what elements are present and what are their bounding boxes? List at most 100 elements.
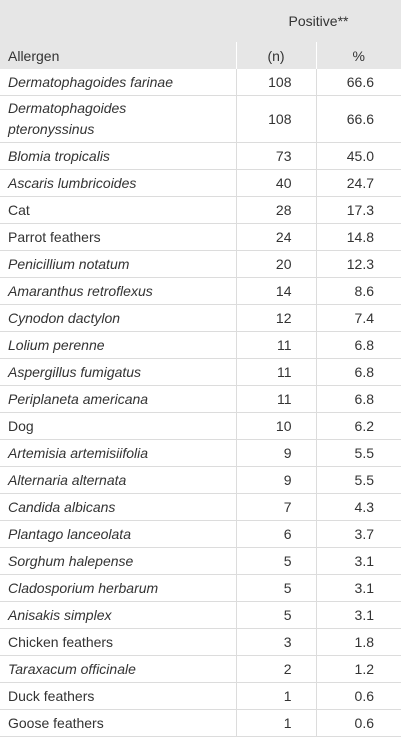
positive-group-header: Positive** [288, 12, 349, 29]
positive-percent-cell: 45.0 [315, 142, 401, 170]
positive-count-cell: 11 [235, 385, 316, 413]
n-column-header: (n) [235, 41, 316, 69]
positive-count-cell: 24 [235, 223, 316, 251]
table-row: Aspergillus fumigatus 11 6.8 [0, 358, 401, 386]
header-row-group: Positive** [0, 0, 401, 42]
positive-percent-cell: 24.7 [315, 169, 401, 197]
positive-count-cell: 73 [235, 142, 316, 170]
positive-percent-cell: 0.6 [315, 709, 401, 737]
positive-percent-cell: 3.7 [315, 520, 401, 548]
positive-percent-cell: 3.1 [315, 574, 401, 602]
allergen-name-cell: Periplaneta americana [0, 385, 236, 413]
allergen-name-cell: Parrot feathers [0, 223, 236, 251]
positive-percent-cell: 66.6 [315, 95, 401, 143]
positive-percent-cell: 0.6 [315, 682, 401, 710]
positive-count-cell: 5 [235, 601, 316, 629]
table-row: Sorghum halepense 5 3.1 [0, 547, 401, 575]
positive-percent-cell: 5.5 [315, 439, 401, 467]
allergen-name-cell: Artemisia artemisiifolia [0, 439, 236, 467]
positive-percent-cell: 7.4 [315, 304, 401, 332]
allergen-name-cell: Plantago lanceolata [0, 520, 236, 548]
table-row: Blomia tropicalis 73 45.0 [0, 142, 401, 170]
positive-count-cell: 12 [235, 304, 316, 332]
positive-count-cell: 7 [235, 493, 316, 521]
positive-count-cell: 11 [235, 358, 316, 386]
percent-column-header: % [315, 41, 401, 69]
positive-percent-cell: 6.8 [315, 358, 401, 386]
positive-percent-cell: 3.1 [315, 547, 401, 575]
allergen-name-cell: Cynodon dactylon [0, 304, 236, 332]
table-row: Chicken feathers 3 1.8 [0, 628, 401, 656]
table-row: Cat 28 17.3 [0, 196, 401, 224]
allergen-name-cell: Ascaris lumbricoides [0, 169, 236, 197]
allergen-name-cell: Lolium perenne [0, 331, 236, 359]
table-row: Cladosporium herbarum 5 3.1 [0, 574, 401, 602]
table-row: Dermatophagoides pteronyssinus 108 66.6 [0, 95, 401, 143]
positive-percent-cell: 8.6 [315, 277, 401, 305]
allergen-name-cell: Blomia tropicalis [0, 142, 236, 170]
positive-count-cell: 1 [235, 682, 316, 710]
allergen-name-cell: Amaranthus retroflexus [0, 277, 236, 305]
table-row: Anisakis simplex 5 3.1 [0, 601, 401, 629]
table-row: Parrot feathers 24 14.8 [0, 223, 401, 251]
positive-count-cell: 9 [235, 439, 316, 467]
table-row: Cynodon dactylon 12 7.4 [0, 304, 401, 332]
allergen-name-cell: Aspergillus fumigatus [0, 358, 236, 386]
table-header: Positive** Allergen (n) % [0, 0, 401, 69]
table-row: Dermatophagoides farinae 108 66.6 [0, 69, 401, 96]
positive-percent-cell: 5.5 [315, 466, 401, 494]
positive-percent-cell: 3.1 [315, 601, 401, 629]
allergen-name-cell: Dog [0, 412, 236, 440]
allergen-name-cell: Taraxacum officinale [0, 655, 236, 683]
table-row: Penicillium notatum 20 12.3 [0, 250, 401, 278]
allergen-name-cell: Penicillium notatum [0, 250, 236, 278]
table-row: Plantago lanceolata 6 3.7 [0, 520, 401, 548]
table-row: Taraxacum officinale 2 1.2 [0, 655, 401, 683]
positive-count-cell: 5 [235, 574, 316, 602]
table-row: Lolium perenne 11 6.8 [0, 331, 401, 359]
positive-count-cell: 108 [235, 95, 316, 143]
positive-count-cell: 28 [235, 196, 316, 224]
header-empty-cell [0, 0, 236, 42]
positive-count-cell: 14 [235, 277, 316, 305]
table-row: Candida albicans 7 4.3 [0, 493, 401, 521]
positive-count-cell: 5 [235, 547, 316, 575]
positive-percent-cell: 1.8 [315, 628, 401, 656]
table-row: Duck feathers 1 0.6 [0, 682, 401, 710]
positive-count-cell: 10 [235, 412, 316, 440]
positive-percent-cell: 6.8 [315, 385, 401, 413]
allergen-name-cell: Sorghum halepense [0, 547, 236, 575]
allergen-name-cell: Anisakis simplex [0, 601, 236, 629]
positive-percent-cell: 12.3 [315, 250, 401, 278]
positive-count-cell: 20 [235, 250, 316, 278]
positive-count-cell: 11 [235, 331, 316, 359]
table-row: Alternaria alternata 9 5.5 [0, 466, 401, 494]
table-body: Dermatophagoides farinae 108 66.6 Dermatoph… [0, 69, 401, 737]
allergen-column-header: Allergen [0, 41, 236, 69]
positive-percent-cell: 1.2 [315, 655, 401, 683]
positive-percent-cell: 66.6 [315, 69, 401, 96]
positive-percent-cell: 4.3 [315, 493, 401, 521]
table-row: Goose feathers 1 0.6 [0, 709, 401, 737]
allergen-name-cell: Cat [0, 196, 236, 224]
allergen-name-cell: Chicken feathers [0, 628, 236, 656]
allergen-name-cell: Candida albicans [0, 493, 236, 521]
positive-count-cell: 6 [235, 520, 316, 548]
allergen-name-cell: Dermatophagoides farinae [0, 69, 236, 96]
positive-count-cell: 9 [235, 466, 316, 494]
table-row: Dog 10 6.2 [0, 412, 401, 440]
positive-count-cell: 1 [235, 709, 316, 737]
header-row-columns: Allergen (n) % [0, 41, 401, 69]
table-row: Ascaris lumbricoides 40 24.7 [0, 169, 401, 197]
allergen-name-cell: Cladosporium herbarum [0, 574, 236, 602]
positive-percent-cell: 6.2 [315, 412, 401, 440]
table-row: Periplaneta americana 11 6.8 [0, 385, 401, 413]
positive-count-cell: 3 [235, 628, 316, 656]
allergen-name-cell: Dermatophagoides pteronyssinus [0, 95, 236, 143]
table-row: Amaranthus retroflexus 14 8.6 [0, 277, 401, 305]
positive-count-cell: 108 [235, 69, 316, 96]
allergen-name-cell: Duck feathers [0, 682, 236, 710]
positive-count-cell: 2 [235, 655, 316, 683]
positive-percent-cell: 14.8 [315, 223, 401, 251]
